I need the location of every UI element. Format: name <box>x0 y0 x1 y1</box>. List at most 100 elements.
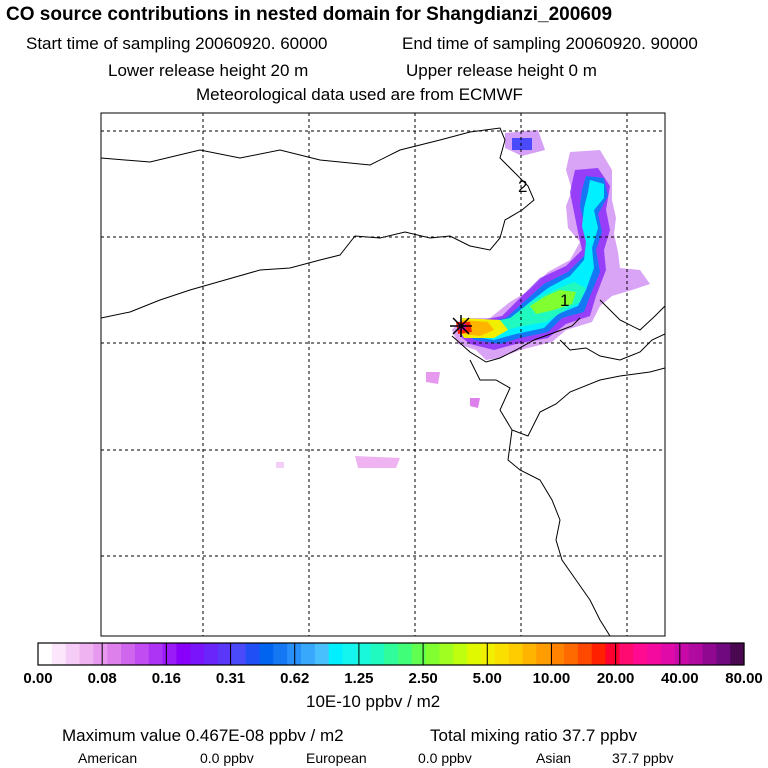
colorbar-cell <box>107 643 122 665</box>
colorbar-cell <box>65 643 81 665</box>
colorbar-tick-label: 0.00 <box>23 670 53 687</box>
colorbar-cell <box>356 643 371 665</box>
colorbar-cell <box>273 643 288 665</box>
colorbar-cell <box>716 643 731 665</box>
coastline-bay <box>451 317 581 363</box>
colorbar-cell <box>508 643 524 665</box>
colorbar-cell <box>301 643 316 665</box>
colorbar-cell <box>148 643 164 665</box>
american-label: American <box>78 750 138 766</box>
colorbar-tick-label: 2.50 <box>408 670 438 687</box>
colorbar-cell <box>411 643 427 665</box>
coastlines <box>101 127 665 636</box>
colorbar-cell <box>647 643 662 665</box>
contour-label-2: 2 <box>518 177 527 196</box>
colorbar-cell <box>121 643 136 665</box>
colorbar-tick-label: 5.00 <box>472 670 502 687</box>
field-patch <box>426 372 440 384</box>
colorbar-cell <box>480 643 496 665</box>
colorbar-cell <box>564 643 579 665</box>
colorbar-cell <box>702 643 717 665</box>
colorbar-cell <box>660 643 676 665</box>
end-time: End time of sampling 20060920. 90000 <box>402 34 698 53</box>
coastline-north <box>101 127 535 319</box>
colorbar-cell <box>51 643 67 665</box>
total-mixing-ratio: Total mixing ratio 37.7 ppbv <box>430 726 637 745</box>
asian-label: Asian <box>536 750 572 766</box>
colorbar-tick-label: 1.25 <box>344 670 374 687</box>
colorbar-separators <box>101 643 681 665</box>
colorbar-tick-label: 0.16 <box>151 670 181 687</box>
colorbar-tick-label: 0.62 <box>280 670 310 687</box>
colorbar-cell <box>494 643 510 665</box>
colorbar-cell <box>688 643 704 665</box>
field-level-green <box>530 290 576 314</box>
colorbar-tick-label: 80.00 <box>725 670 763 687</box>
colorbar-cells <box>38 643 745 665</box>
upper-release-height: Upper release height 0 m <box>406 61 597 80</box>
colorbar-cell <box>162 643 178 665</box>
colorbar-cell <box>370 643 385 665</box>
colorbar-cell <box>397 643 413 665</box>
european-value: 0.0 ppbv <box>418 750 472 766</box>
colorbar-cell <box>259 643 274 665</box>
colorbar-cell <box>674 643 690 665</box>
colorbar-cell <box>522 643 537 665</box>
colorbar-cell <box>453 643 468 665</box>
colorbar-cell <box>730 643 745 665</box>
colorbar-cell <box>633 643 648 665</box>
lower-release-height: Lower release height 20 m <box>108 61 309 80</box>
meteorological-source: Meteorological data used are from ECMWF <box>196 85 523 104</box>
colorbar-cell <box>591 643 607 665</box>
colorbar-tick-label: 20.00 <box>596 670 635 687</box>
colorbar-cell <box>550 643 565 665</box>
coastline-island <box>559 333 665 361</box>
colorbar-cell <box>79 643 94 665</box>
colorbar-cell <box>176 643 191 665</box>
colorbar-cell <box>328 643 344 665</box>
maximum-value: Maximum value 0.467E-08 ppbv / m2 <box>62 726 344 745</box>
coastline-east <box>507 429 611 636</box>
colorbar-frame <box>37 642 745 666</box>
colorbar-cell <box>93 643 108 665</box>
colorbar-cell <box>134 643 150 665</box>
colorbar-cell <box>536 643 551 665</box>
colorbar-cell <box>605 643 621 665</box>
contour-label-1: 1 <box>560 291 569 310</box>
colorbar-cell <box>245 643 261 665</box>
colorbar-tick-label: 0.08 <box>87 670 117 687</box>
colorbar-cell <box>204 643 219 665</box>
colorbar-cell <box>577 643 593 665</box>
chart-title: CO source contributions in nested domain… <box>6 4 613 25</box>
coastline-peninsula <box>469 359 665 437</box>
colorbar-cell <box>217 643 233 665</box>
field-patch <box>276 462 284 468</box>
colorbar-tick-label: 40.00 <box>661 670 699 687</box>
grid-lines <box>101 113 665 636</box>
coastline-northeast <box>599 299 665 331</box>
colorbar-cell <box>619 643 634 665</box>
start-time: Start time of sampling 20060920. 60000 <box>26 34 328 53</box>
asian-value: 37.7 ppbv <box>612 750 674 766</box>
colorbar-cell <box>190 643 205 665</box>
colorbar-cell <box>342 643 357 665</box>
colorbar-cell <box>439 643 454 665</box>
american-value: 0.0 ppbv <box>200 750 254 766</box>
colorbar-tick-label: 10.00 <box>532 670 571 687</box>
field-patch <box>355 456 400 468</box>
map-frame <box>100 112 666 637</box>
source-field <box>276 130 650 468</box>
colorbar-tick-label: 0.31 <box>215 670 246 687</box>
colorbar-unit: 10E-10 ppbv / m2 <box>306 692 441 711</box>
colorbar-cell <box>231 643 247 665</box>
field-patch <box>470 398 480 408</box>
colorbar-cell <box>314 643 330 665</box>
field-dark-blue <box>512 138 532 150</box>
european-label: European <box>306 750 367 766</box>
colorbar-cell <box>384 643 399 665</box>
colorbar-cell <box>425 643 441 665</box>
colorbar-cell <box>38 643 53 665</box>
colorbar-cell <box>467 643 482 665</box>
